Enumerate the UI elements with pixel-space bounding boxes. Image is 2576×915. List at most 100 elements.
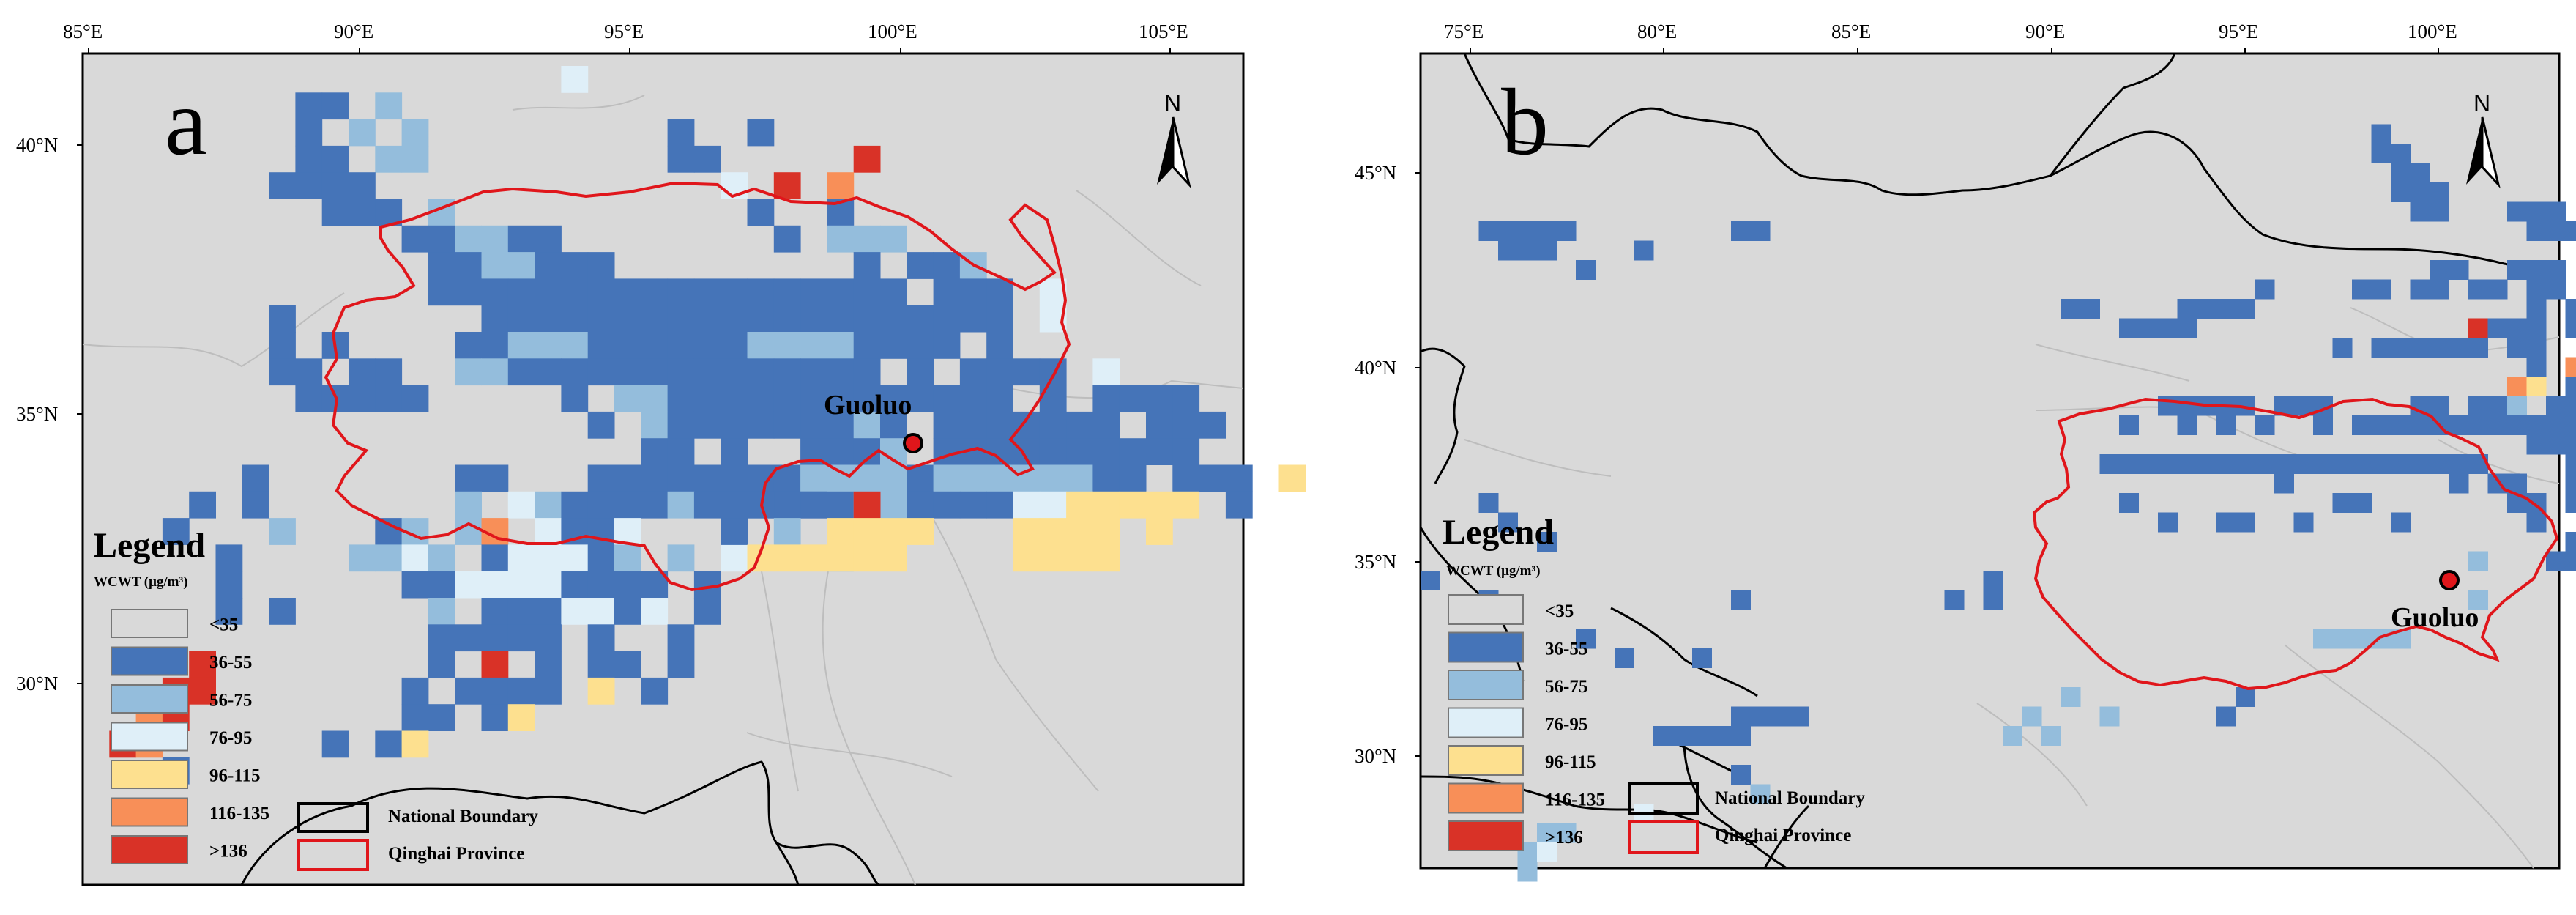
grid-cell xyxy=(1199,411,1226,439)
grid-cell xyxy=(2216,299,2236,319)
grid-cell xyxy=(587,598,615,625)
grid-cell xyxy=(693,491,721,519)
legend-subtitle: WCWT (μg/m³) xyxy=(1446,563,1541,579)
grid-cell xyxy=(800,411,827,439)
grid-cell xyxy=(507,332,535,359)
grid-cell xyxy=(986,491,1013,519)
grid-cell xyxy=(721,278,748,306)
grid-cell xyxy=(1750,221,1771,241)
grid-cell xyxy=(2352,493,2372,513)
grid-cell xyxy=(2313,629,2333,649)
grid-cell xyxy=(455,571,482,599)
grid-cell xyxy=(1092,518,1120,545)
panel-b-lon-tick-2: 80°E xyxy=(1637,21,1677,42)
grid-cell xyxy=(2487,415,2508,435)
grid-cell xyxy=(773,305,801,333)
grid-cell xyxy=(1172,464,1200,492)
panel-a-lon-tick-4: 100°E xyxy=(868,21,917,42)
grid-cell xyxy=(800,332,827,359)
grid-cell xyxy=(2526,512,2547,533)
grid-cell xyxy=(1731,726,1751,746)
grid-cell xyxy=(1731,590,1751,610)
grid-cell xyxy=(1478,493,1499,513)
grid-cell xyxy=(1172,491,1200,519)
grid-cell xyxy=(800,464,827,492)
legend-item-label: >136 xyxy=(1545,828,1583,848)
grid-cell xyxy=(614,571,641,599)
grid-cell xyxy=(401,385,429,412)
grid-cell xyxy=(827,385,855,412)
grid-cell xyxy=(587,651,615,678)
legend-title: Legend xyxy=(1443,513,1554,552)
grid-cell xyxy=(507,491,535,519)
grid-cell xyxy=(667,305,695,333)
grid-cell xyxy=(1092,385,1120,412)
grid-cell xyxy=(693,411,721,439)
grid-cell xyxy=(773,225,801,253)
grid-cell xyxy=(1750,706,1771,727)
grid-cell xyxy=(1517,221,1538,241)
grid-cell xyxy=(587,278,615,306)
panel-b-lat-tick-4: 30°N xyxy=(1355,745,1396,767)
grid-cell xyxy=(880,464,907,492)
grid-cell xyxy=(295,92,323,120)
legend-swatch xyxy=(1448,782,1524,814)
grid-cell xyxy=(269,358,296,386)
grid-cell xyxy=(2468,338,2488,358)
panel-a-legend: Legend WCWT (μg/m³) <35 36-55 56-75 76-95 96… xyxy=(94,526,538,871)
grid-cell xyxy=(614,332,641,359)
panel-b-lat-tick-2: 40°N xyxy=(1355,357,1396,379)
grid-cell xyxy=(907,491,934,519)
grid-cell xyxy=(1039,544,1067,572)
grid-cell xyxy=(853,145,881,173)
legend-swatch xyxy=(111,760,188,789)
grid-cell xyxy=(2177,415,2197,435)
legend-item-label: 56-75 xyxy=(1545,677,1587,697)
grid-cell xyxy=(1537,240,1557,261)
grid-cell xyxy=(667,624,695,652)
grid-cell xyxy=(2565,532,2576,552)
panel-a: Guoluo a N 85°E 90°E 95°E 100°E 105°E 40… xyxy=(16,21,1306,886)
grid-cell xyxy=(667,544,695,572)
grid-cell xyxy=(587,411,615,439)
grid-cell xyxy=(907,358,934,386)
grid-cell xyxy=(2197,454,2216,474)
grid-cell xyxy=(1498,240,1518,261)
grid-cell xyxy=(507,278,535,306)
panel-a-axis-ticks xyxy=(77,48,1171,684)
grid-cell xyxy=(667,332,695,359)
legend-item-label: 76-95 xyxy=(209,728,252,748)
grid-cell xyxy=(641,677,669,705)
legend-subtitle: WCWT (μg/m³) xyxy=(94,574,188,590)
grid-cell xyxy=(2546,434,2566,455)
grid-cell xyxy=(773,411,801,439)
grid-cell xyxy=(535,651,562,678)
grid-cell xyxy=(535,225,562,253)
grid-cell xyxy=(242,464,269,492)
grid-cell xyxy=(641,438,669,465)
grid-cell xyxy=(481,278,509,306)
grid-cell xyxy=(1146,438,1173,465)
panel-a-lon-tick-3: 95°E xyxy=(604,21,644,42)
grid-cell xyxy=(1013,464,1041,492)
grid-cell xyxy=(2332,338,2353,358)
grid-cell xyxy=(880,544,907,572)
grid-cell xyxy=(1039,411,1067,439)
panel-a-lat-tick-1: 40°N xyxy=(16,134,58,156)
grid-cell xyxy=(1653,726,1673,746)
grid-cell xyxy=(2332,629,2353,649)
grid-cell xyxy=(375,518,403,545)
grid-cell xyxy=(2391,144,2411,163)
legend-item-label: 36-55 xyxy=(209,653,252,673)
grid-cell xyxy=(561,332,589,359)
grid-cell xyxy=(507,598,535,625)
grid-cell xyxy=(587,624,615,652)
panel-a-national-boundary xyxy=(240,760,880,886)
grid-cell xyxy=(2410,415,2430,435)
grid-cell xyxy=(693,598,721,625)
grid-cell xyxy=(1498,512,1518,533)
grid-cell xyxy=(561,305,589,333)
grid-cell xyxy=(721,385,748,412)
grid-cell xyxy=(2410,338,2430,358)
grid-cell xyxy=(401,544,429,572)
